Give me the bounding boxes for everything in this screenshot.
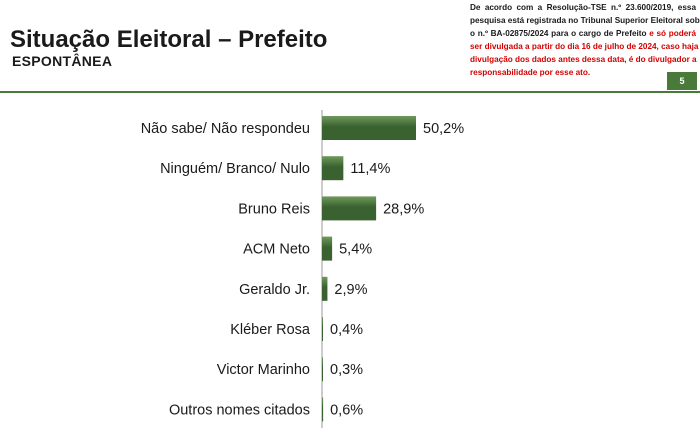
disclaimer-line: divulgação dos dados antes dessa data, é… [470, 54, 697, 67]
value-label: 0,6% [330, 402, 363, 418]
bar [322, 116, 416, 140]
category-label: Kléber Rosa [230, 322, 311, 338]
page-title: Situação Eleitoral – Prefeito [10, 26, 328, 53]
category-label: Outros nomes citados [169, 402, 310, 418]
bar [322, 317, 323, 341]
header-divider [0, 91, 700, 93]
disclaimer-warning-text: e só poderá [649, 28, 696, 38]
category-label: Victor Marinho [217, 362, 310, 378]
value-label: 0,3% [330, 362, 363, 378]
category-label: Ninguém/ Branco/ Nulo [160, 161, 310, 177]
disclaimer-line: responsabilidade por esse ato. [470, 67, 696, 80]
bar [322, 196, 377, 221]
horizontal-bar-chart: Não sabe/ Não respondeu 50,2% Ninguém/ Bra… [141, 110, 464, 428]
category-label: Geraldo Jr. [239, 282, 310, 298]
category-label: Bruno Reis [238, 201, 310, 217]
disclaimer-text: pesquisa está registrada no Tribunal Sup… [470, 15, 700, 25]
disclaimer-text: De acordo com a Resolução-TSE n.º 23.600… [470, 3, 696, 12]
value-label: 28,9% [383, 201, 424, 217]
disclaimer-text: o n.º BA-02875/2024 para o cargo de Pref… [470, 28, 650, 38]
category-label: ACM Neto [243, 242, 310, 258]
disclaimer-warning-text: responsabilidade por esse ato. [470, 67, 591, 77]
disclaimer-line: pesquisa está registrada no Tribunal Sup… [470, 15, 700, 28]
page-subtitle: ESPONTÂNEA [12, 53, 113, 69]
value-label: 5,4% [339, 242, 372, 258]
disclaimer-line: ser divulgada a partir do dia 16 de julh… [470, 41, 699, 54]
value-label: 2,9% [334, 282, 367, 298]
disclaimer-line: o n.º BA-02875/2024 para o cargo de Pref… [470, 28, 696, 41]
value-label: 11,4% [350, 161, 390, 177]
disclaimer-warning-text: ser divulgada a partir do dia 16 de julh… [470, 41, 699, 51]
bar [322, 236, 333, 261]
bar [322, 357, 323, 382]
disclaimer-warning-text: divulgação dos dados antes dessa data, é… [470, 54, 697, 64]
legal-disclaimer: De acordo com a Resolução-TSE n.º 23.600… [470, 2, 700, 80]
value-label: 0,4% [330, 322, 363, 338]
value-label: 50,2% [423, 121, 464, 137]
category-label: Não sabe/ Não respondeu [141, 121, 310, 137]
bar [322, 397, 324, 422]
disclaimer-line: De acordo com a Resolução-TSE n.º 23.600… [470, 2, 696, 15]
bar [322, 276, 328, 301]
bar [322, 156, 344, 181]
page-number-badge: 5 [667, 72, 697, 90]
